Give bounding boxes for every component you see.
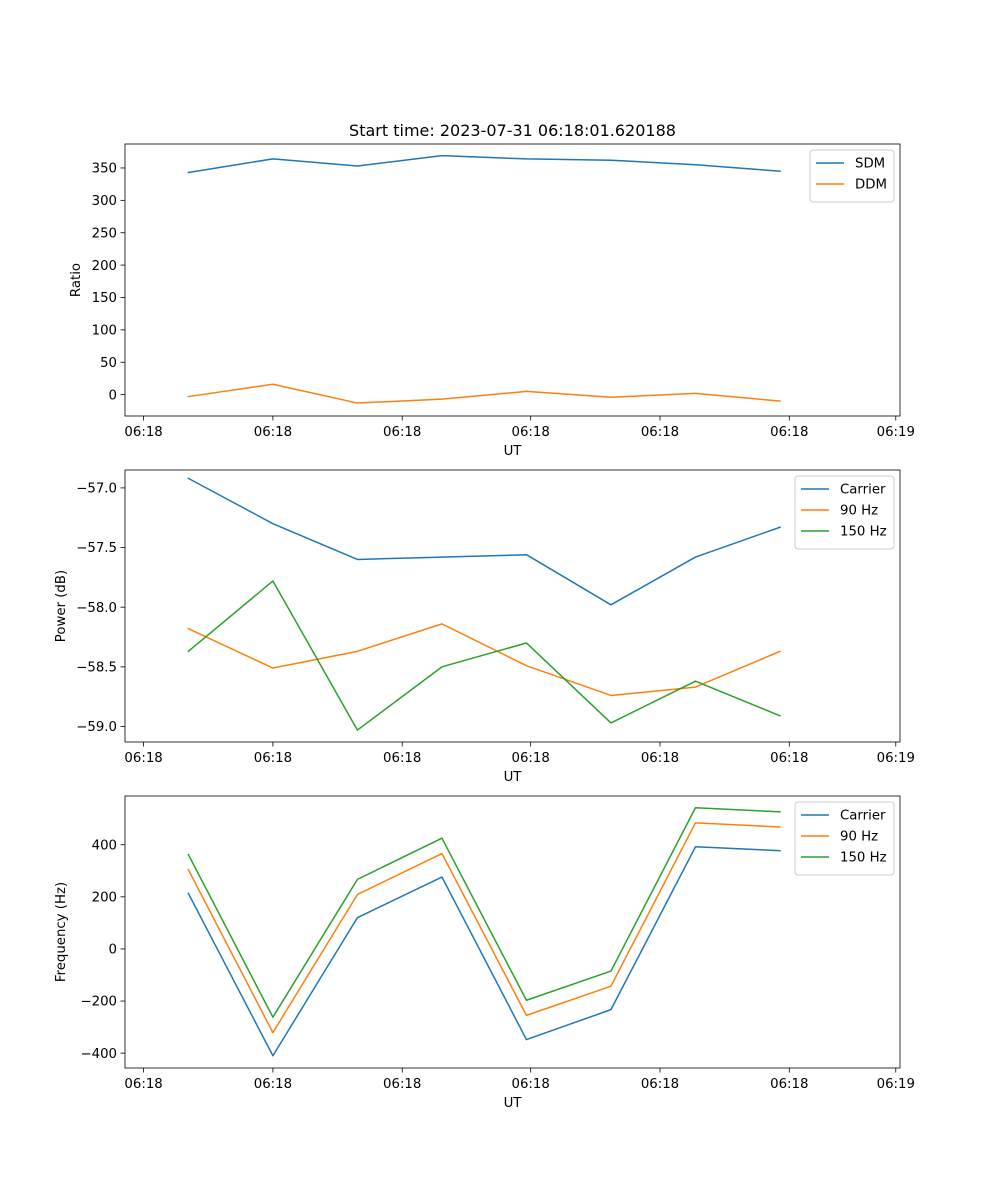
x-tick-label: 06:18 xyxy=(254,425,292,440)
series-line-carrier xyxy=(187,846,781,1057)
x-tick-label: 06:19 xyxy=(877,751,915,766)
axes-frame xyxy=(124,143,901,417)
y-tick-label: −58.5 xyxy=(76,661,117,676)
x-tick-label: 06:18 xyxy=(770,1077,808,1092)
y-tick-label: −59.0 xyxy=(76,720,117,735)
y-axis-label: Ratio xyxy=(69,263,84,297)
y-tick-label: 0 xyxy=(109,388,117,403)
y-tick-label: −57.0 xyxy=(76,482,117,497)
x-tick-label: 06:18 xyxy=(770,751,808,766)
legend: SDM DDM xyxy=(809,149,895,203)
y-axis-label: Power (dB) xyxy=(54,570,69,642)
legend-label: DDM xyxy=(855,178,887,193)
x-tick-label: 06:18 xyxy=(383,751,421,766)
x-tick-label: 06:18 xyxy=(770,425,808,440)
legend-label: 150 Hz xyxy=(840,851,887,866)
y-tick-label: 300 xyxy=(92,194,117,209)
y-tick-label: 50 xyxy=(100,356,117,371)
y-tick-label: −57.5 xyxy=(76,541,117,556)
series-line-90-hz xyxy=(187,822,781,1034)
x-tick-label: 06:18 xyxy=(254,1077,292,1092)
figure-title: Start time: 2023-07-31 06:18:01.620188 xyxy=(349,121,676,140)
series-line-sdm xyxy=(187,154,781,174)
series-line-carrier xyxy=(187,477,781,606)
y-tick-label: 200 xyxy=(92,259,117,274)
x-tick-label: 06:18 xyxy=(512,751,550,766)
x-axis-label: UT xyxy=(504,444,523,459)
y-tick-label: 150 xyxy=(92,291,117,306)
x-tick-label: 06:19 xyxy=(877,425,915,440)
y-tick-label: 200 xyxy=(92,891,117,906)
legend-label: Carrier xyxy=(840,483,886,498)
x-axis-label: UT xyxy=(504,770,523,785)
legend-label: SDM xyxy=(855,157,885,172)
x-tick-label: 06:18 xyxy=(383,1077,421,1092)
legend-label: Carrier xyxy=(840,809,886,824)
x-tick-label: 06:18 xyxy=(641,1077,679,1092)
y-tick-label: −200 xyxy=(80,995,117,1010)
y-tick-label: 350 xyxy=(92,162,117,177)
y-tick-label: 0 xyxy=(109,943,117,958)
subplot-3: 06:18 06:18 06:18 06:18 06:18 06:18 06:19 −400 −… xyxy=(54,795,915,1111)
subplot-2: 06:18 06:18 06:18 06:18 06:18 06:18 06:19 −57.0… xyxy=(54,469,915,785)
subplots: 06:18 06:18 06:18 06:18 06:18 06:18 06:19 0 50 10… xyxy=(54,143,915,1111)
y-tick-label: 400 xyxy=(92,838,117,853)
y-tick-label: −400 xyxy=(80,1047,117,1062)
series-line-ddm xyxy=(187,383,781,404)
x-tick-label: 06:18 xyxy=(383,425,421,440)
axes-frame xyxy=(124,469,901,743)
x-tick-label: 06:18 xyxy=(124,751,162,766)
x-tick-label: 06:18 xyxy=(641,751,679,766)
subplot-1: 06:18 06:18 06:18 06:18 06:18 06:18 06:19 0 50 10… xyxy=(69,143,915,459)
x-tick-label: 06:19 xyxy=(877,1077,915,1092)
series-line-150-hz xyxy=(187,580,781,731)
axes-frame xyxy=(124,795,901,1069)
y-tick-label: 250 xyxy=(92,226,117,241)
x-tick-label: 06:18 xyxy=(641,425,679,440)
x-tick-label: 06:18 xyxy=(512,425,550,440)
legend: Carrier 90 Hz 150 Hz xyxy=(794,475,895,550)
x-tick-label: 06:18 xyxy=(124,425,162,440)
y-tick-label: −58.0 xyxy=(76,601,117,616)
legend-label: 150 Hz xyxy=(840,525,887,540)
legend-label: 90 Hz xyxy=(840,504,878,519)
x-axis-label: UT xyxy=(504,1096,523,1111)
legend: Carrier 90 Hz 150 Hz xyxy=(794,801,895,876)
x-tick-label: 06:18 xyxy=(254,751,292,766)
x-tick-label: 06:18 xyxy=(512,1077,550,1092)
series-line-150-hz xyxy=(187,806,781,1018)
y-axis-label: Frequency (Hz) xyxy=(54,882,69,982)
y-tick-label: 100 xyxy=(92,324,117,339)
legend-label: 90 Hz xyxy=(840,830,878,845)
x-tick-label: 06:18 xyxy=(124,1077,162,1092)
